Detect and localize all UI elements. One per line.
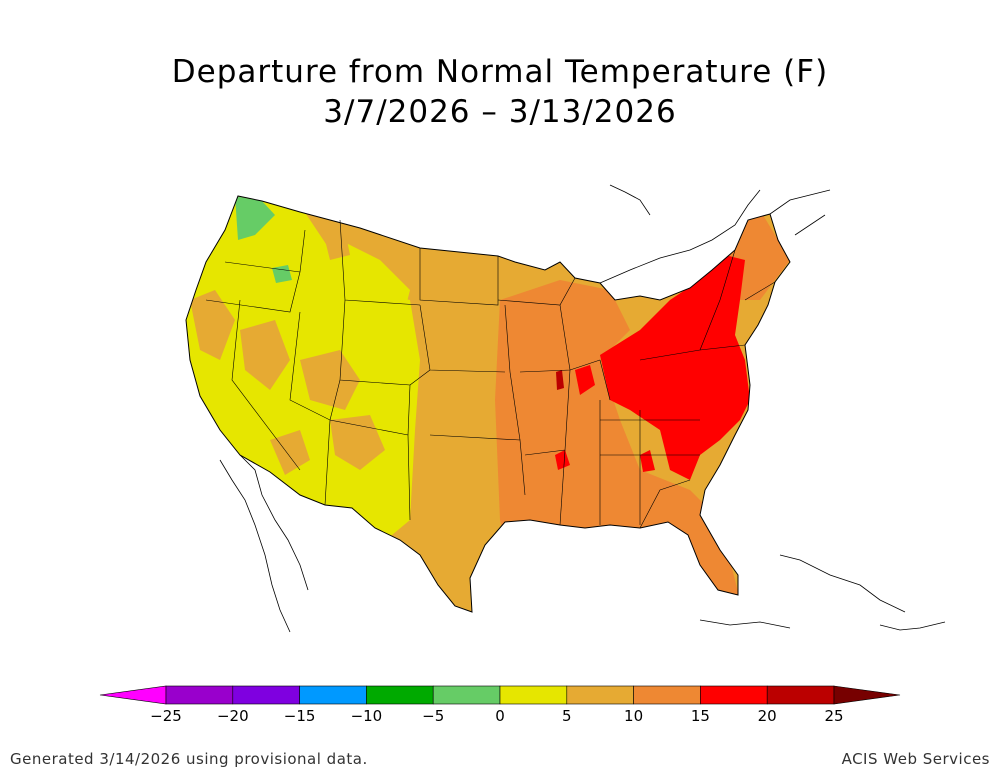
legend-bin (833, 685, 901, 705)
coastline-outlines (219, 184, 946, 633)
legend-tick-label: −5 (422, 707, 444, 725)
legend-bin (299, 685, 367, 705)
legend-tick-label: −15 (284, 707, 316, 725)
legend-bin (432, 685, 501, 705)
legend-bin (766, 685, 835, 705)
legend-bin (499, 685, 568, 705)
legend-bin (633, 685, 701, 705)
legend-bin (99, 685, 167, 705)
generated-note: Generated 3/14/2026 using provisional da… (10, 750, 368, 768)
us-border (185, 195, 791, 613)
legend-bin (165, 685, 234, 705)
title-line-2: 3/7/2026 – 3/13/2026 (323, 94, 677, 130)
temperature-departure-map (185, 184, 946, 633)
legend-tick-label: −20 (217, 707, 249, 725)
legend-tick-label: 20 (758, 707, 777, 725)
legend-tick-label: 15 (691, 707, 710, 725)
legend-bin (366, 685, 434, 705)
color-legend: −25 −20 −15 −10 −5 0 5 10 15 20 25 (99, 685, 901, 725)
legend-tick-label: −25 (150, 707, 182, 725)
legend-tick-label: 10 (624, 707, 643, 725)
title-line-1: Departure from Normal Temperature (F) (171, 54, 829, 90)
map-title: Departure from Normal Temperature (F) 3/… (0, 52, 1000, 132)
legend-tick-label: 5 (562, 707, 572, 725)
state-boundaries (205, 219, 776, 529)
legend-tick-label: 25 (824, 707, 843, 725)
source-credit: ACIS Web Services (841, 750, 990, 768)
legend-bin (700, 685, 768, 705)
legend-bin (566, 685, 634, 705)
legend-bin (232, 685, 300, 705)
legend-tick-label: −10 (351, 707, 383, 725)
legend-tick-label: 0 (495, 707, 505, 725)
